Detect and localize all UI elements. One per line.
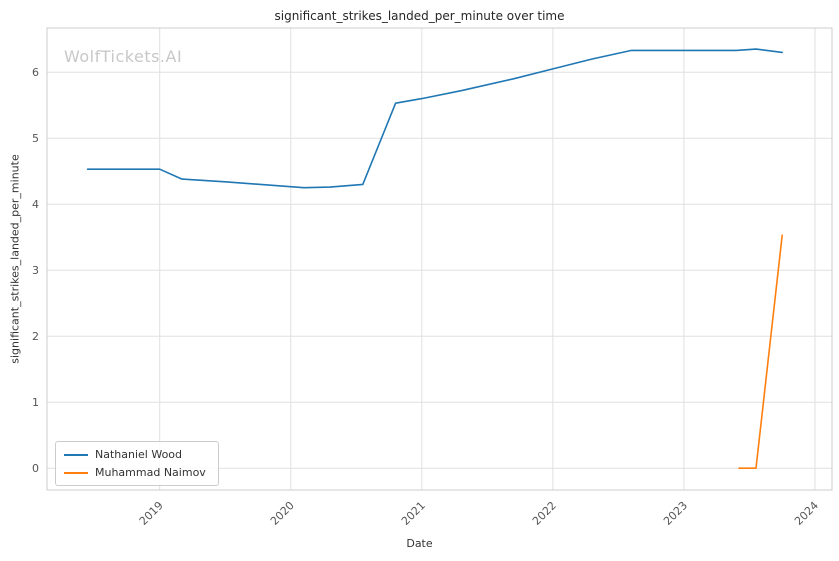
x-tick-label: 2020 [268,499,297,528]
y-axis-label: significant_strikes_landed_per_minute [8,154,22,364]
x-axis-label: Date [406,537,433,550]
y-tick-label: 6 [32,66,39,79]
y-tick-label: 1 [32,396,39,409]
legend-item: Muhammad Naimov [64,466,206,479]
x-tick-label: 2023 [661,499,690,528]
series-line [86,48,784,189]
x-tick-label: 2022 [530,499,559,528]
chart-title: significant_strikes_landed_per_minute ov… [274,9,565,23]
legend-line-swatch [64,453,88,456]
watermark-text: WolfTickets.AI [64,47,183,66]
legend-item: Nathaniel Wood [64,448,206,461]
y-tick-label: 2 [32,330,39,343]
y-tick-label: 5 [32,132,39,145]
x-tick-label: 2019 [137,499,166,528]
legend-line-swatch [64,471,88,474]
y-tick-label: 3 [32,264,39,277]
legend: Nathaniel Wood Muhammad Naimov [55,441,219,486]
y-tick-label: 4 [32,198,39,211]
legend-label: Muhammad Naimov [95,466,206,479]
legend-label: Nathaniel Wood [95,448,183,461]
x-tick-label: 2024 [792,499,821,528]
y-tick-label: 0 [32,462,39,475]
x-tick-label: 2021 [399,499,428,528]
series-line [738,234,784,470]
plot-area-border [46,27,833,491]
